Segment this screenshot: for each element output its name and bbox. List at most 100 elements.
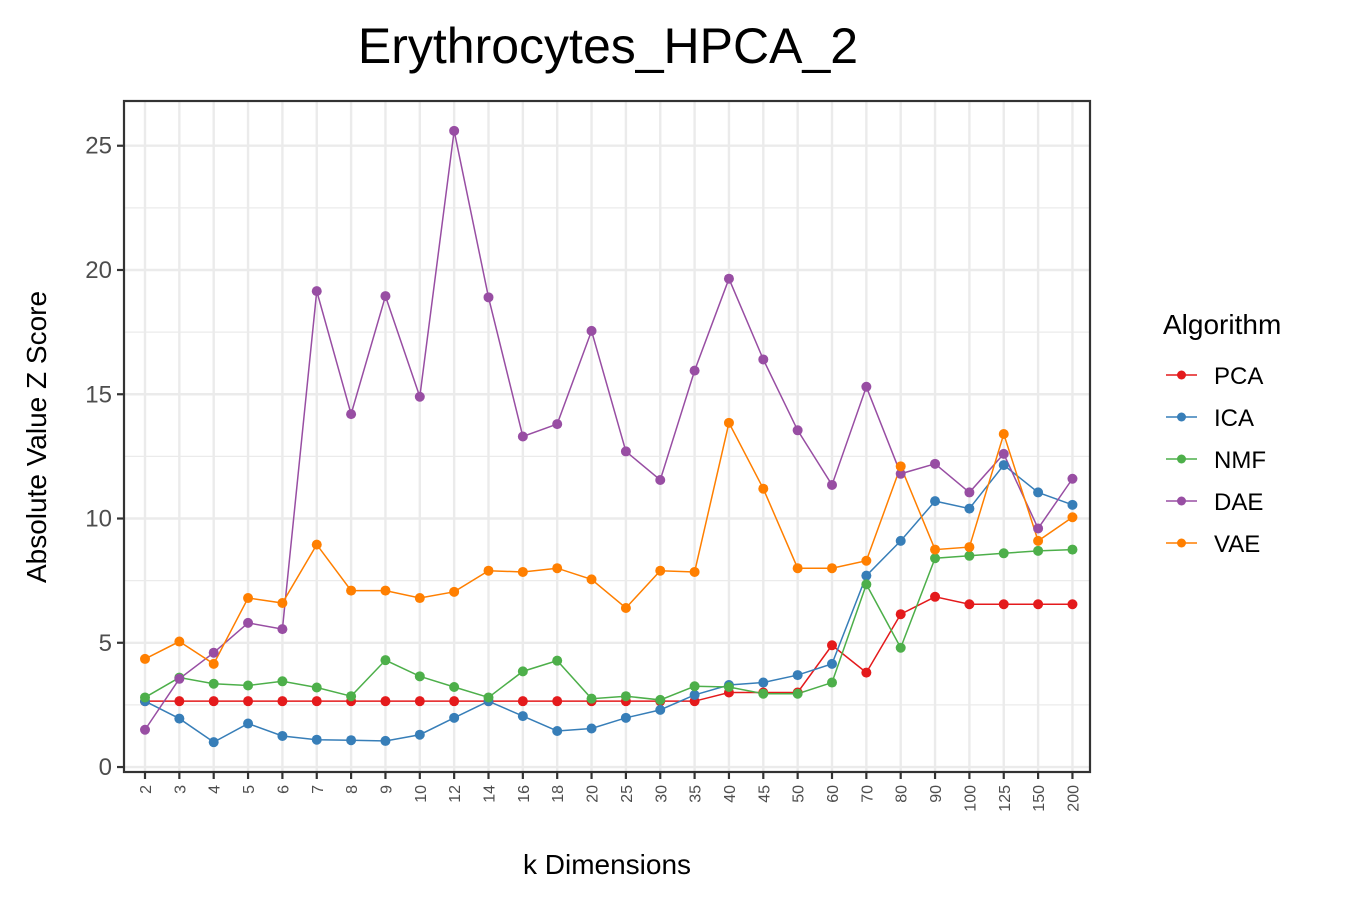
data-point-nmf — [895, 642, 906, 653]
data-point-nmf — [449, 682, 460, 693]
x-tick-label: 90 — [928, 785, 945, 803]
data-point-ica — [311, 734, 322, 745]
data-point-vae — [655, 565, 666, 576]
series-line-dae — [144, 130, 1074, 731]
data-point-dae — [552, 419, 563, 430]
data-point-nmf — [827, 677, 837, 688]
data-point-vae — [208, 658, 219, 669]
data-point-ica — [552, 725, 563, 736]
data-point-ica — [861, 570, 872, 581]
data-point-vae — [277, 598, 288, 609]
data-point-pca — [517, 696, 528, 707]
data-point-ica — [827, 658, 837, 669]
data-point-dae — [827, 479, 837, 490]
legend-label-nmf: NMF — [1214, 447, 1266, 474]
data-point-dae — [208, 647, 219, 658]
data-point-dae — [517, 431, 528, 442]
data-point-ica — [380, 735, 391, 746]
data-point-nmf — [930, 553, 941, 564]
data-point-pca — [449, 696, 460, 707]
data-point-ica — [517, 711, 528, 722]
data-point-ica — [620, 712, 631, 723]
data-point-nmf — [689, 681, 700, 692]
x-tick-label: 9 — [378, 785, 395, 794]
data-point-nmf — [758, 688, 769, 699]
data-point-nmf — [414, 671, 425, 682]
data-point-dae — [586, 325, 597, 336]
data-point-vae — [380, 585, 391, 596]
x-tick-label: 14 — [482, 785, 499, 803]
x-tick-label: 12 — [447, 785, 464, 803]
data-point-vae — [449, 586, 460, 597]
x-tick-label: 7 — [310, 785, 327, 794]
y-tick-label: 5 — [99, 630, 112, 657]
x-tick-label: 60 — [825, 785, 842, 803]
data-point-dae — [689, 365, 700, 376]
data-point-nmf — [964, 550, 975, 561]
data-point-pca — [998, 599, 1009, 610]
data-point-vae — [964, 542, 975, 553]
legend-key-point-vae — [1177, 538, 1186, 548]
legend-label-ica: ICA — [1214, 405, 1254, 432]
data-point-vae — [140, 653, 150, 664]
plot-background — [124, 101, 1090, 772]
x-tick-label: 18 — [550, 785, 567, 803]
data-point-nmf — [483, 692, 494, 703]
data-point-nmf — [620, 691, 631, 702]
series-line-nmf — [144, 548, 1073, 701]
legend-key-point-pca — [1177, 370, 1186, 380]
x-tick-label: 2 — [138, 785, 155, 794]
legend-key-point-nmf — [1177, 454, 1186, 464]
series-lines — [144, 130, 1074, 744]
y-axis-title: Absolute Value Z Score — [21, 291, 52, 583]
data-point-dae — [380, 291, 391, 302]
data-point-vae — [895, 461, 906, 472]
legend-title: Algorithm — [1163, 309, 1281, 340]
legend-key-point-dae — [1177, 496, 1186, 506]
data-point-nmf — [311, 682, 322, 693]
data-point-nmf — [1033, 545, 1044, 556]
x-axis-title: k Dimensions — [523, 849, 691, 880]
data-point-ica — [586, 723, 597, 734]
x-tick-label: 20 — [585, 785, 602, 803]
data-point-vae — [586, 574, 597, 585]
data-point-vae — [311, 539, 322, 550]
data-point-nmf — [380, 655, 391, 666]
data-point-vae — [689, 566, 700, 577]
data-point-pca — [174, 696, 185, 707]
data-point-pca — [827, 640, 837, 651]
data-point-nmf — [1067, 544, 1078, 555]
data-point-ica — [758, 677, 769, 688]
legend-label-pca: PCA — [1214, 363, 1263, 390]
x-tick-label: 4 — [207, 785, 224, 794]
data-point-nmf — [277, 676, 288, 687]
data-point-nmf — [208, 678, 219, 689]
data-point-pca — [861, 667, 872, 678]
data-point-ica — [1067, 499, 1078, 510]
data-point-ica — [998, 460, 1009, 471]
data-point-dae — [792, 425, 803, 436]
data-point-nmf — [723, 682, 734, 693]
data-point-ica — [964, 503, 975, 514]
data-point-pca — [380, 696, 391, 707]
data-point-vae — [517, 566, 528, 577]
y-tick-label: 10 — [85, 506, 112, 533]
data-point-dae — [243, 617, 254, 628]
data-point-dae — [1067, 473, 1078, 484]
data-point-ica — [277, 730, 288, 741]
data-point-ica — [655, 704, 666, 715]
data-point-ica — [792, 670, 803, 681]
series-points — [140, 125, 1078, 748]
data-point-vae — [1033, 535, 1044, 546]
x-tick-label: 6 — [275, 785, 292, 794]
data-point-pca — [311, 696, 322, 707]
data-point-ica — [346, 735, 357, 746]
legend-label-dae: DAE — [1214, 489, 1263, 516]
data-point-pca — [277, 696, 288, 707]
data-point-dae — [964, 487, 975, 498]
data-point-vae — [552, 563, 563, 574]
data-point-dae — [930, 458, 941, 469]
data-point-pca — [208, 696, 219, 707]
x-tick-label: 5 — [241, 785, 258, 794]
x-tick-label: 16 — [516, 785, 533, 803]
